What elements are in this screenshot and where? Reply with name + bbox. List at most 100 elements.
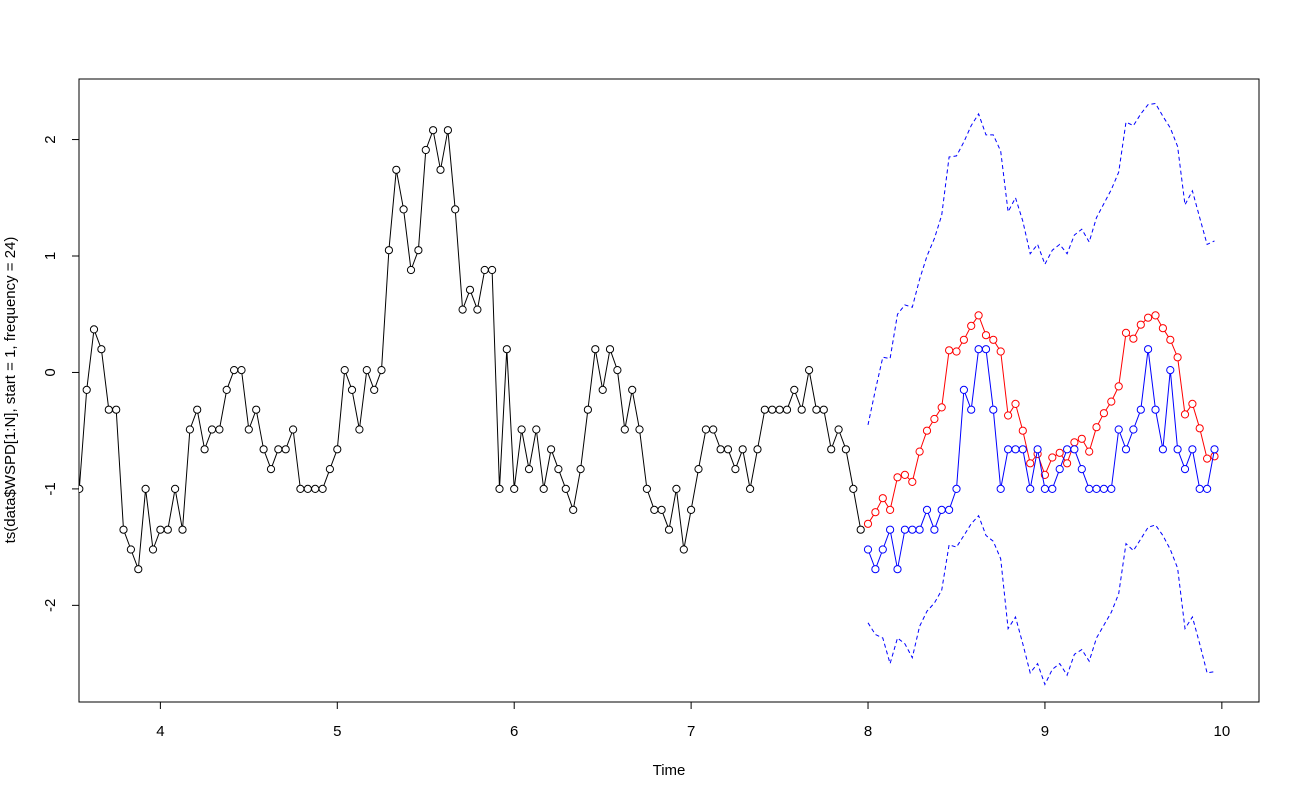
data-point-observed (377, 366, 386, 375)
data-point-observed (414, 246, 423, 255)
series-line-upper-interval (867, 102, 1215, 426)
data-point-observed (311, 484, 320, 493)
data-point-observed (723, 445, 733, 454)
data-point-forecast (1055, 448, 1064, 457)
y-tick-label: 2 (42, 135, 59, 143)
data-point-observed (465, 285, 475, 294)
data-point-observed (805, 366, 814, 375)
data-point-observed (524, 465, 534, 474)
data-point-observed (148, 545, 158, 554)
data-point-observed (230, 366, 239, 375)
data-point-observed (178, 525, 187, 534)
data-point-fitted (1173, 445, 1182, 454)
data-point-forecast (959, 335, 969, 344)
data-point-forecast (1114, 382, 1123, 391)
data-point-forecast (1077, 434, 1086, 443)
data-point-observed (134, 565, 143, 574)
data-point-fitted (1011, 445, 1020, 454)
y-tick-label: -1 (42, 482, 59, 495)
data-point-fitted (871, 565, 880, 574)
data-point-observed (296, 484, 305, 493)
data-point-forecast (952, 347, 961, 356)
data-point-observed (458, 305, 467, 314)
data-point-observed (436, 165, 445, 174)
data-point-fitted (908, 525, 917, 534)
data-point-fitted (1107, 484, 1116, 493)
data-point-forecast (996, 347, 1005, 356)
data-point-observed (657, 505, 666, 514)
data-point-observed (193, 405, 202, 414)
data-point-observed (259, 445, 268, 454)
data-point-fitted (915, 525, 924, 534)
data-point-fitted (930, 525, 939, 534)
data-point-fitted (1033, 445, 1042, 454)
data-point-observed (89, 325, 99, 334)
data-point-forecast (945, 346, 954, 355)
data-point-observed (760, 405, 769, 414)
x-tick-label: 6 (510, 723, 518, 740)
data-point-fitted (945, 505, 954, 514)
data-point-forecast (1144, 313, 1153, 322)
data-point-observed (126, 545, 135, 554)
data-point-observed (694, 465, 703, 474)
data-point-observed (576, 465, 585, 474)
data-point-observed (628, 385, 637, 394)
x-tick-label: 7 (687, 723, 695, 740)
data-point-fitted (1144, 345, 1153, 354)
data-point-fitted (1180, 465, 1190, 474)
plot-frame (78, 78, 1260, 703)
data-point-observed (613, 366, 622, 375)
data-point-observed (827, 445, 836, 454)
data-point-fitted (996, 484, 1005, 493)
data-point-observed (598, 385, 607, 394)
data-point-observed (392, 165, 401, 174)
data-point-observed (141, 484, 150, 493)
series-line-observed (79, 128, 862, 570)
series-line-lower-interval (867, 514, 1215, 686)
x-tick-label: 5 (333, 723, 341, 740)
data-point-observed (222, 385, 231, 394)
data-point-fitted (1085, 484, 1094, 493)
data-point-fitted (952, 484, 961, 493)
data-point-observed (819, 405, 828, 414)
data-point-observed (849, 484, 858, 493)
data-point-observed (325, 465, 334, 474)
data-point-fitted (1004, 445, 1013, 454)
data-point-forecast (1092, 423, 1101, 432)
data-point-observed (185, 425, 194, 434)
data-point-observed (679, 545, 688, 554)
data-point-forecast (1180, 410, 1190, 419)
data-point-fitted (1048, 484, 1057, 493)
data-point-observed (731, 465, 740, 474)
data-point-fitted (1077, 465, 1086, 474)
data-point-forecast (1107, 397, 1116, 406)
data-point-observed (362, 366, 371, 375)
data-point-forecast (1026, 459, 1035, 468)
data-point-observed (156, 525, 165, 534)
data-point-forecast (1151, 311, 1160, 320)
data-point-forecast (886, 505, 895, 514)
data-point-fitted (1210, 445, 1219, 454)
data-point-fitted (1136, 405, 1145, 414)
data-point-observed (561, 484, 570, 493)
data-point-forecast (915, 447, 924, 456)
data-point-fitted (1151, 405, 1160, 414)
data-point-fitted (1166, 366, 1175, 375)
data-point-observed (303, 484, 312, 493)
data-point-observed (532, 425, 541, 434)
data-point-observed (701, 425, 711, 434)
data-point-observed (215, 425, 224, 434)
data-point-observed (687, 505, 696, 514)
data-point-observed (384, 246, 393, 255)
data-point-observed (473, 305, 482, 314)
data-point-observed (281, 445, 290, 454)
data-point-fitted (959, 385, 969, 394)
data-point-observed (591, 345, 600, 354)
data-point-fitted (1092, 484, 1101, 493)
data-point-observed (171, 484, 180, 493)
data-point-observed (841, 445, 851, 454)
data-point-observed (237, 366, 246, 375)
data-point-observed (782, 405, 792, 414)
data-point-forecast (1210, 452, 1219, 461)
series-line-fitted (867, 348, 1215, 571)
